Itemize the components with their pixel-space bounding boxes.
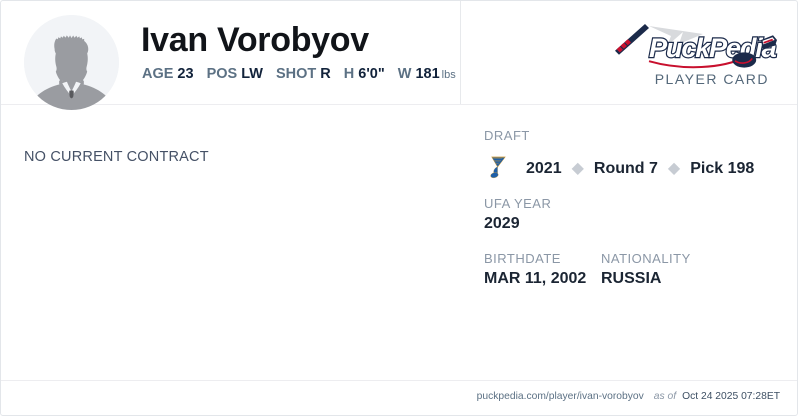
svg-text:Puck: Puck xyxy=(649,32,712,63)
